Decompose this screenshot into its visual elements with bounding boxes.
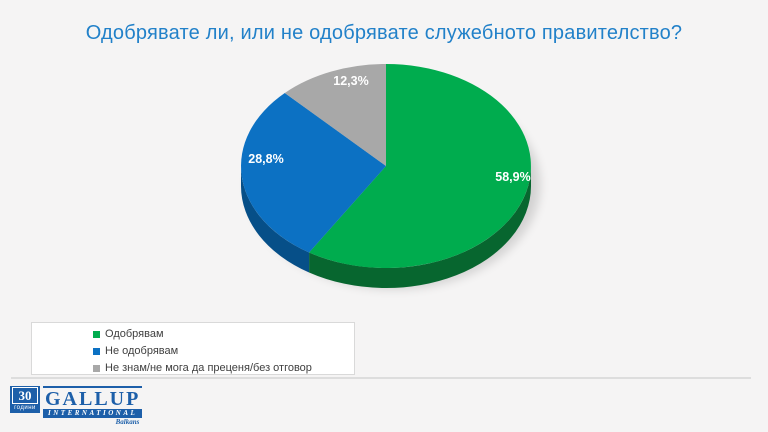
- legend-item-disapprove: Не одобрявам: [93, 344, 354, 359]
- footer-divider: [11, 377, 751, 379]
- pie-value-label-disapprove: 28,8%: [248, 152, 283, 166]
- pie-slice-no-answer: [284, 64, 386, 166]
- pie-value-label-approve: 58,9%: [495, 170, 530, 184]
- logo-international-text: INTERNATIONAL: [43, 409, 143, 418]
- logo-badge-number: 30: [12, 387, 38, 404]
- legend-swatch-disapprove: [93, 348, 100, 355]
- logo-30-years-badge: 30 години: [10, 386, 40, 413]
- gallup-logo: 30 години GALLUP INTERNATIONAL Balkans: [10, 386, 143, 426]
- logo-wordmark: GALLUP INTERNATIONAL Balkans: [43, 386, 143, 426]
- pie-side-approve: [309, 166, 531, 289]
- chart-title: Одобрявате ли, или не одобрявате служебн…: [85, 22, 683, 44]
- legend-label-disapprove: Не одобрявам: [105, 345, 179, 357]
- pie-side-disapprove: [241, 166, 310, 273]
- legend-label-approve: Одобрявам: [105, 328, 164, 340]
- legend-swatch-approve: [93, 331, 100, 338]
- pie-slice-disapprove: [241, 93, 386, 253]
- logo-region-text: Balkans: [115, 418, 140, 426]
- legend-label-no-answer: Не знам/не мога да преценя/без отговор: [105, 362, 312, 374]
- legend-item-no-answer: Не знам/не мога да преценя/без отговор: [93, 361, 354, 376]
- chart-legend: Одобрявам Не одобрявам Не знам/не мога д…: [31, 322, 355, 375]
- logo-brand-text: GALLUP: [45, 388, 141, 410]
- legend-item-approve: Одобрявам: [93, 327, 354, 342]
- legend-swatch-no-answer: [93, 365, 100, 372]
- pie-value-label-no-answer: 12,3%: [333, 74, 368, 88]
- pie-slice-approve: [309, 64, 531, 268]
- logo-badge-caption: години: [14, 405, 36, 411]
